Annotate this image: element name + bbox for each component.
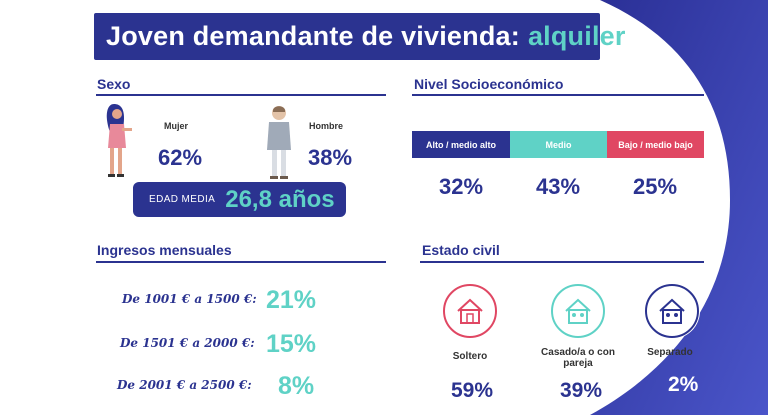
nivel-rule (412, 94, 704, 96)
nivel-seg-alto: Alto / medio alto (412, 131, 510, 158)
edad-media-box: EDAD MEDIA 26,8 años (133, 182, 346, 217)
civil-label-casado: Casado/a o con pareja (541, 347, 615, 369)
ingresos-heading: Ingresos mensuales (97, 242, 232, 258)
woman-figure-icon (106, 104, 132, 177)
hombre-pct: 38% (308, 145, 353, 170)
mujer-label: Mujer (164, 121, 189, 131)
ingresos-row-3-value: 8% (278, 372, 315, 400)
ingresos-row-1-value: 21% (266, 286, 317, 314)
nivel-heading: Nivel Socioeconómico (414, 76, 564, 92)
mujer-pct: 62% (158, 145, 203, 170)
ingresos-row-3-label: De 2001 € a 2500 €: (117, 378, 252, 392)
edad-media-label: EDAD MEDIA (149, 194, 216, 205)
hombre-label: Hombre (309, 121, 344, 131)
edad-media-value: 26,8 años (225, 185, 335, 213)
ingresos-row-2-label: De 1501 € a 2000 €: (120, 336, 255, 350)
civil-label-soltero: Soltero (452, 351, 488, 362)
ingresos-row-2-value: 15% (266, 330, 317, 358)
title-accent: alquiler (527, 21, 626, 51)
nivel-pct-bajo: 25% (633, 174, 678, 199)
house-icon (442, 283, 498, 339)
civil-rule (420, 261, 704, 263)
page-title: Joven demandante de vivienda: alquiler (94, 13, 625, 60)
civil-pct-separado: 2% (668, 373, 699, 396)
nivel-seg-medio: Medio (510, 131, 607, 158)
sexo-rule (96, 94, 386, 96)
civil-heading: Estado civil (422, 242, 500, 258)
ingresos-row-1-label: De 1001 € a 1500 €: (122, 292, 257, 306)
nivel-seg-bajo: Bajo / medio bajo (607, 131, 704, 158)
man-figure-icon (267, 106, 291, 179)
nivel-pct-alto: 32% (439, 174, 484, 199)
civil-pct-soltero: 59% (451, 379, 494, 402)
civil-pct-casado: 39% (560, 379, 603, 402)
sexo-heading: Sexo (97, 76, 131, 92)
title-main: Joven demandante de vivienda: (106, 21, 520, 51)
civil-label-separado: Separado (647, 347, 693, 358)
house-split-icon (644, 283, 700, 339)
nivel-pct-medio: 43% (536, 174, 581, 199)
house-couple-icon (550, 283, 606, 339)
ingresos-rule (96, 261, 386, 263)
